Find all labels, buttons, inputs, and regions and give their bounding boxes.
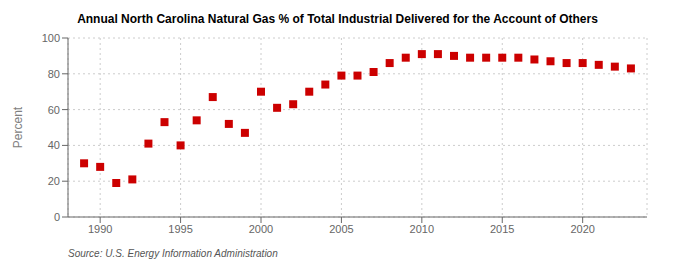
svg-text:20: 20	[48, 175, 60, 187]
svg-text:100: 100	[42, 32, 60, 44]
svg-text:40: 40	[48, 139, 60, 151]
svg-text:2015: 2015	[490, 223, 514, 235]
svg-text:1995: 1995	[168, 223, 192, 235]
svg-text:0: 0	[54, 211, 60, 223]
svg-text:2000: 2000	[249, 223, 273, 235]
html-text:Source: U.S. Energy Informatio: Source: U.S. Energy Information Administ…	[68, 248, 278, 259]
html-text:Annual North Carolina Natural: Annual North Carolina Natural Gas % of T…	[77, 12, 598, 26]
svg-text:2020: 2020	[570, 223, 594, 235]
svg-text:Percent: Percent	[11, 106, 25, 148]
svg-text:60: 60	[48, 104, 60, 116]
svg-text:1990: 1990	[88, 223, 112, 235]
svg-text:2010: 2010	[410, 223, 434, 235]
svg-text:80: 80	[48, 68, 60, 80]
svg-text:2005: 2005	[329, 223, 353, 235]
